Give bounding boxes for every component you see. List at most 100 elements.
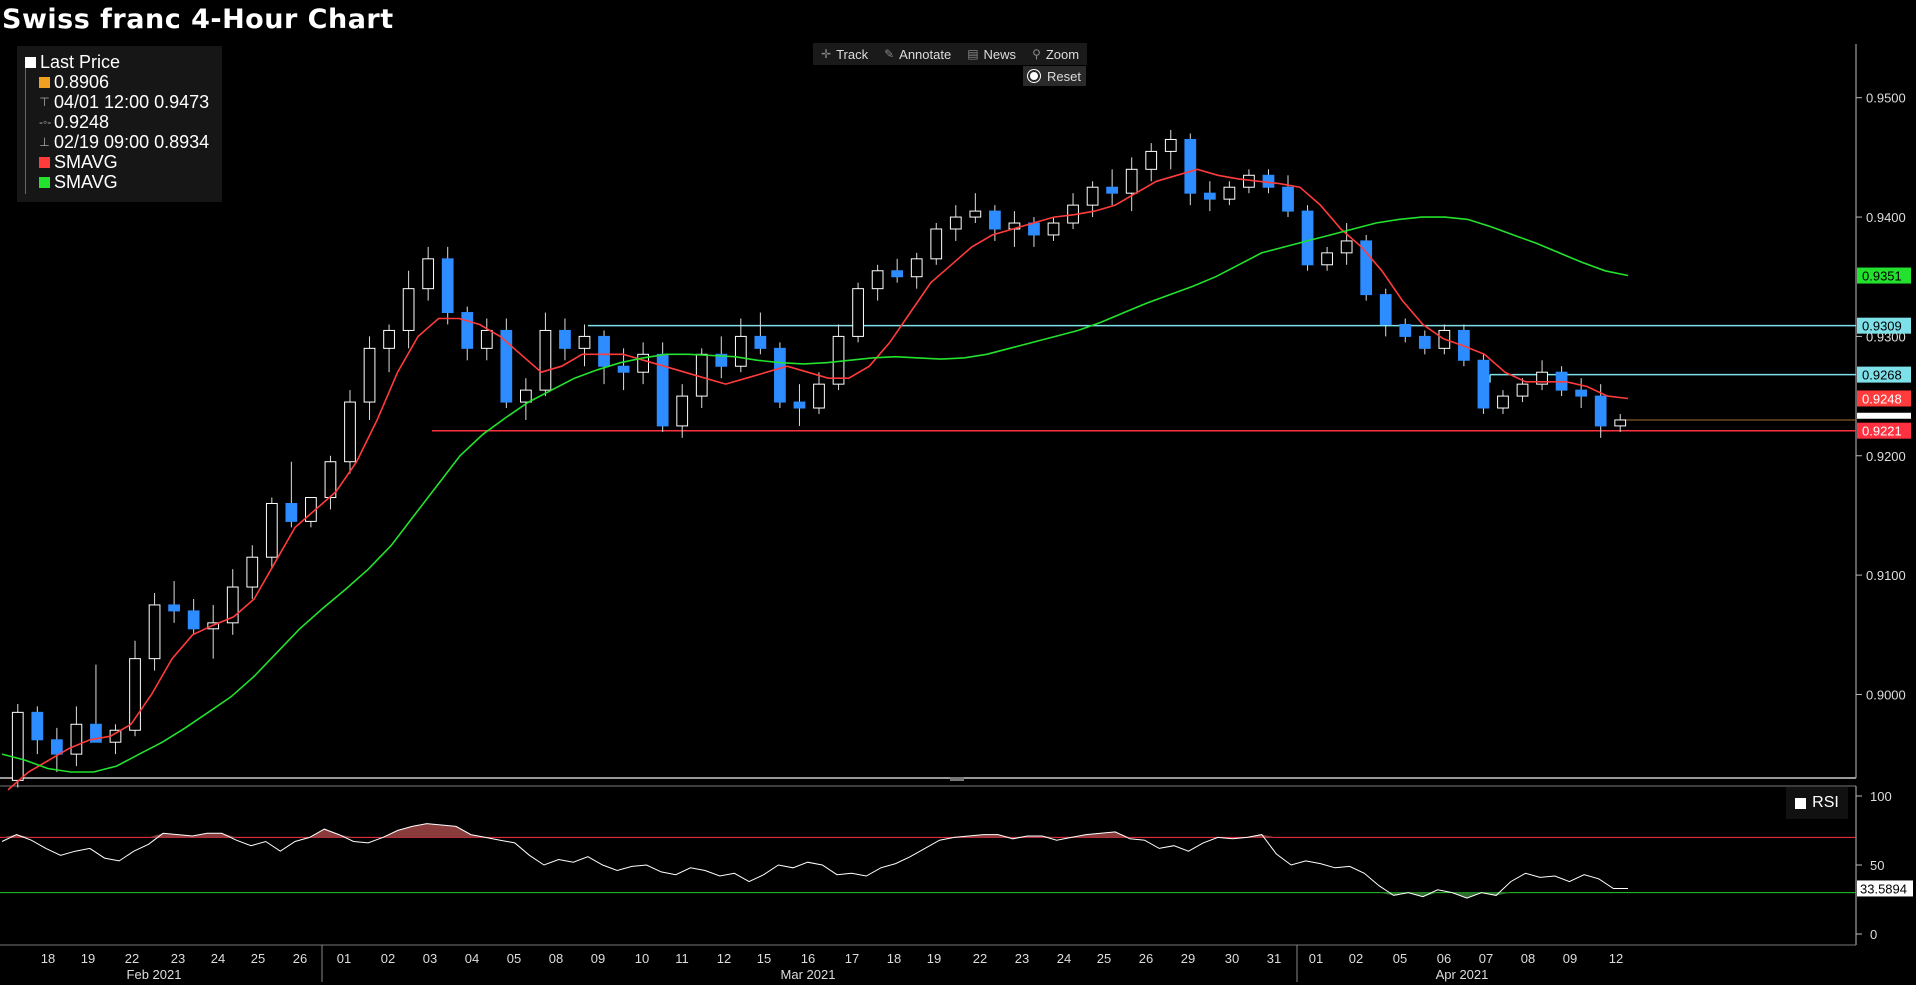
average-marker-icon: -◦- (39, 115, 52, 129)
candle-up (1536, 371, 1548, 385)
legend-label: SMAVG (54, 152, 118, 172)
x-tick-label: 23 (171, 951, 185, 966)
candle-down (1282, 186, 1294, 212)
x-tick-label: 03 (423, 951, 437, 966)
price-tag-box (1857, 317, 1911, 334)
x-tick-label: 05 (1393, 951, 1407, 966)
candle-up (480, 329, 493, 349)
price-tag-label: 0.9309 (1862, 319, 1902, 334)
candle-up (148, 604, 161, 660)
candle-up (949, 216, 962, 230)
candle-up (402, 288, 415, 331)
x-tick-label: 08 (549, 951, 563, 966)
candle-down (50, 739, 63, 755)
chart-title: Swiss franc 4-Hour Chart (2, 4, 394, 35)
y-tick-label: 0.9400 (1866, 210, 1906, 225)
candle-up (1614, 419, 1627, 427)
candle-up (1086, 186, 1099, 206)
candle-up (70, 723, 83, 755)
news-button[interactable]: ▤ News (967, 46, 1017, 62)
legend-panel: Last Price 0.8906 ⊤ 04/01 12:00 0.9473 -… (17, 46, 222, 202)
candle-up (226, 586, 239, 624)
candle-up (676, 395, 689, 427)
x-tick-label: 02 (1349, 951, 1363, 966)
track-button[interactable]: ✛ Track (821, 46, 869, 62)
panel-resize-handle (950, 777, 964, 781)
x-tick-label: 25 (251, 951, 265, 966)
candle-down (1203, 192, 1216, 200)
price-tag-box (1857, 422, 1911, 439)
legend-label: 0.8906 (54, 72, 110, 92)
candle-down (1418, 335, 1431, 349)
candle-up (1223, 186, 1236, 200)
crosshair-icon: ✛ (821, 47, 832, 61)
zoom-button[interactable]: ⚲ Zoom (1032, 46, 1080, 62)
x-tick-label: 25 (1097, 951, 1111, 966)
candle-up (852, 288, 864, 337)
x-month-label: Feb 2021 (127, 967, 182, 982)
candle-up (363, 347, 376, 403)
candle-up (1340, 240, 1353, 254)
candle-up (1125, 168, 1138, 194)
x-tick-label: 10 (635, 951, 649, 966)
x-tick-label: 19 (81, 951, 95, 966)
candle-down (285, 502, 298, 522)
x-tick-label: 19 (927, 951, 941, 966)
price-tag: 0.9351 (1857, 267, 1911, 284)
candle-up (383, 329, 395, 349)
price-tag-box (1857, 390, 1911, 407)
price-tag-label: 0.9221 (1862, 424, 1902, 439)
last-value-swatch (39, 76, 50, 88)
x-tick-label: 04 (465, 951, 479, 966)
x-month-label: Mar 2021 (781, 967, 836, 982)
rsi-value-label: 33.5894 (1860, 881, 1907, 896)
legend-label: 04/01 12:00 0.9473 (54, 92, 210, 112)
rsi-value-tag (1857, 880, 1913, 897)
candle-down (1399, 323, 1412, 337)
x-tick-label: 09 (1563, 951, 1577, 966)
x-tick-label: 26 (1139, 951, 1153, 966)
legend-item-last-price[interactable]: Last Price (25, 52, 120, 72)
candle-down (31, 711, 44, 741)
sma-fast-swatch (39, 156, 50, 168)
price-tag-label: 0.9268 (1862, 368, 1902, 383)
candle-down (774, 347, 786, 403)
legend-item-high: ⊤ 04/01 12:00 0.9473 (39, 92, 209, 112)
reset-button[interactable]: Reset (1023, 66, 1086, 86)
x-tick-label: 07 (1479, 951, 1493, 966)
pencil-icon: ✎ (884, 47, 895, 61)
rsi-y-tick-label: 100 (1870, 789, 1892, 804)
candle-up (265, 502, 278, 558)
candle-down (1379, 294, 1392, 325)
x-tick-label: 09 (591, 951, 605, 966)
candle-down (441, 258, 454, 314)
rsi-legend[interactable]: RSI (1786, 787, 1848, 819)
x-tick-label: 08 (1521, 951, 1535, 966)
candle-down (187, 610, 200, 630)
legend-item-low: ⊥ 02/19 09:00 0.8934 (39, 132, 209, 152)
candle-up (344, 401, 356, 463)
sma-slow-line (1, 216, 1629, 773)
annotate-button[interactable]: ✎ Annotate (884, 46, 952, 62)
candle-up (1145, 150, 1158, 170)
candle-down (617, 365, 630, 373)
x-tick-label: 01 (337, 951, 351, 966)
price-tag: 0.9268 (1857, 366, 1911, 383)
candle-up (871, 270, 884, 290)
candle-up (910, 258, 923, 278)
sma-fast-line (7, 168, 1629, 791)
candle-up (1164, 138, 1177, 152)
candle-down (1028, 222, 1040, 236)
legend-item-sma-slow[interactable]: SMAVG (39, 172, 118, 192)
legend-item-sma-fast[interactable]: SMAVG (39, 152, 118, 172)
x-tick-label: 06 (1437, 951, 1451, 966)
rsi-overbought-fill (2, 823, 1277, 838)
legend-item-last-value: 0.8906 (39, 72, 109, 92)
candle-up (813, 383, 825, 409)
price-tag-box (1857, 366, 1911, 383)
candle-down (1360, 240, 1373, 296)
high-marker-icon: ⊤ (39, 95, 50, 109)
legend-label: SMAVG (54, 172, 118, 192)
candle-down (1106, 186, 1119, 194)
